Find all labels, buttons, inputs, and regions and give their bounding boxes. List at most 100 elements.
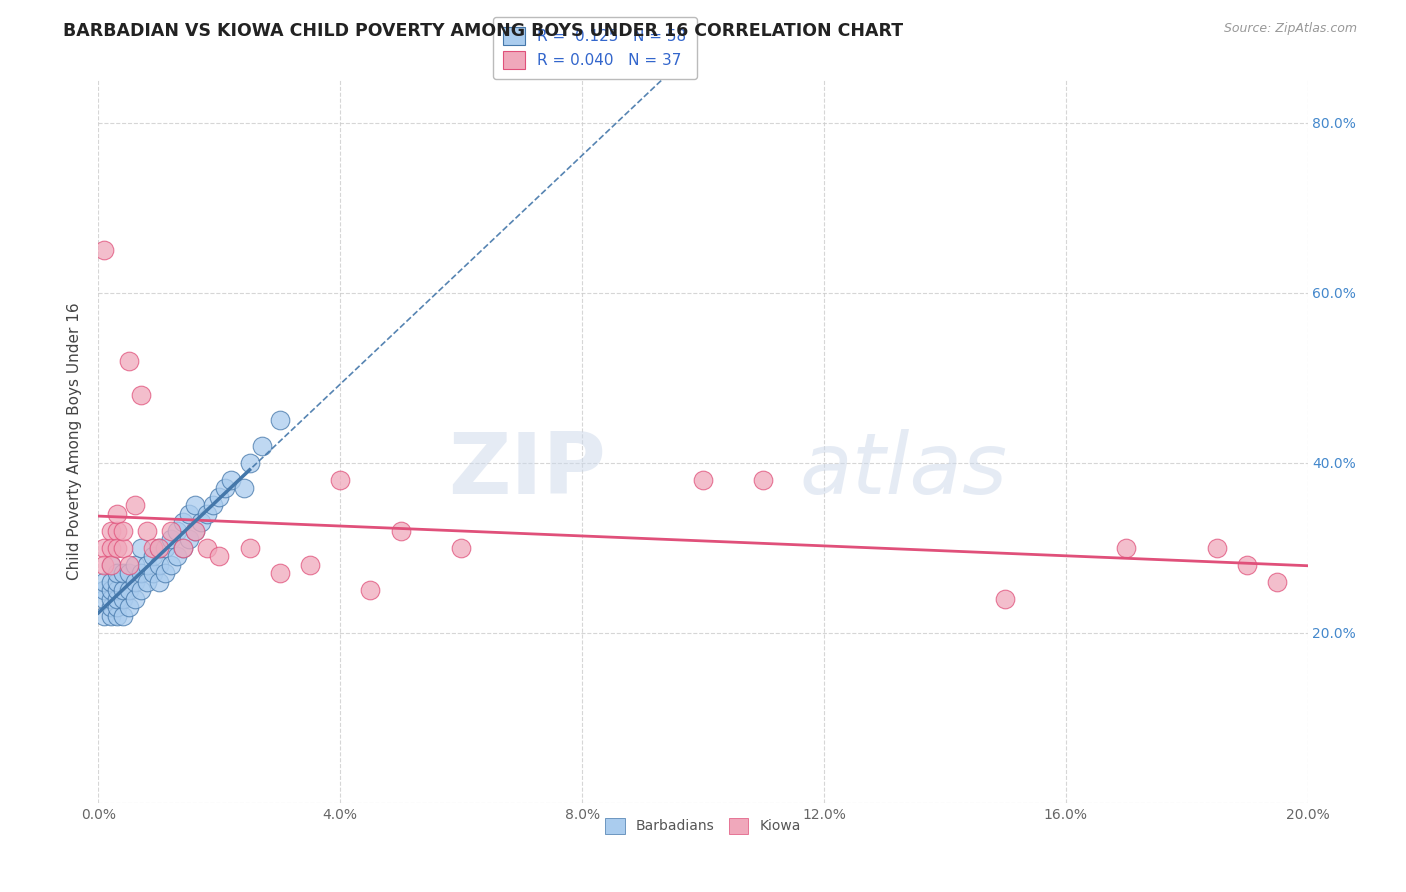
Point (100, 583, 122, 598)
Point (153, 566, 176, 581)
Point (360, 583, 382, 598)
Point (100, 541, 122, 555)
Point (1206, 541, 1229, 555)
Point (184, 498, 207, 512)
Point (142, 541, 165, 555)
Point (129, 541, 152, 555)
Point (111, 541, 134, 555)
Point (184, 524, 207, 538)
Point (450, 541, 472, 555)
Point (135, 574, 157, 589)
Point (111, 608, 134, 623)
Point (142, 549, 165, 564)
Point (111, 566, 134, 581)
Point (221, 473, 243, 487)
Point (93, 591, 115, 606)
Point (239, 541, 262, 555)
Point (100, 591, 122, 606)
Point (148, 541, 170, 555)
Point (148, 558, 170, 572)
Point (118, 583, 141, 598)
Point (148, 541, 170, 555)
Point (129, 583, 152, 598)
Point (172, 541, 194, 555)
Point (93, 558, 115, 572)
Point (269, 413, 291, 427)
Point (118, 600, 141, 615)
Point (208, 490, 231, 504)
Point (93, 608, 115, 623)
Text: ZIP: ZIP (449, 429, 606, 512)
Point (105, 574, 128, 589)
Point (118, 558, 141, 572)
Legend: Barbadians, Kiowa: Barbadians, Kiowa (600, 812, 806, 839)
Point (179, 533, 201, 547)
Point (153, 541, 176, 555)
Point (124, 558, 146, 572)
Point (93, 574, 115, 589)
Point (124, 498, 146, 512)
Point (239, 456, 262, 470)
Point (135, 524, 157, 538)
Text: BARBADIAN VS KIOWA CHILD POVERTY AMONG BOYS UNDER 16 CORRELATION CHART: BARBADIAN VS KIOWA CHILD POVERTY AMONG B… (63, 22, 904, 40)
Point (166, 524, 188, 538)
Point (994, 591, 1017, 606)
Point (752, 473, 775, 487)
Point (172, 541, 194, 555)
Point (250, 439, 273, 453)
Point (129, 566, 152, 581)
Point (105, 583, 128, 598)
Point (105, 600, 128, 615)
Point (124, 574, 146, 589)
Point (100, 524, 122, 538)
Point (1115, 541, 1137, 555)
Point (100, 558, 122, 572)
Point (692, 473, 714, 487)
Point (269, 566, 291, 581)
Point (208, 549, 231, 564)
Point (111, 591, 134, 606)
Point (100, 600, 122, 615)
Point (232, 481, 254, 495)
Point (179, 507, 201, 521)
Point (111, 524, 134, 538)
Point (166, 549, 188, 564)
Point (190, 516, 212, 530)
Point (105, 591, 128, 606)
Point (172, 516, 194, 530)
Point (1236, 558, 1258, 572)
Point (93, 244, 115, 258)
Point (184, 524, 207, 538)
Point (202, 498, 225, 512)
Point (329, 473, 352, 487)
Point (100, 574, 122, 589)
Point (111, 583, 134, 598)
Point (299, 558, 322, 572)
Point (118, 353, 141, 368)
Point (195, 507, 218, 521)
Point (389, 524, 412, 538)
Point (93, 583, 115, 598)
Point (118, 566, 141, 581)
Point (100, 558, 122, 572)
Point (195, 541, 218, 555)
Text: atlas: atlas (800, 429, 1008, 512)
Point (160, 558, 183, 572)
Point (105, 541, 128, 555)
Point (160, 524, 183, 538)
Point (129, 388, 152, 402)
Point (160, 533, 183, 547)
Point (124, 591, 146, 606)
Point (142, 566, 165, 581)
Y-axis label: Child Poverty Among Boys Under 16: Child Poverty Among Boys Under 16 (67, 302, 83, 581)
Point (105, 566, 128, 581)
Point (105, 507, 128, 521)
Point (1267, 574, 1289, 589)
Text: Source: ZipAtlas.com: Source: ZipAtlas.com (1223, 22, 1357, 36)
Point (148, 574, 170, 589)
Point (135, 558, 157, 572)
Point (214, 481, 236, 495)
Point (93, 541, 115, 555)
Point (100, 608, 122, 623)
Point (105, 608, 128, 623)
